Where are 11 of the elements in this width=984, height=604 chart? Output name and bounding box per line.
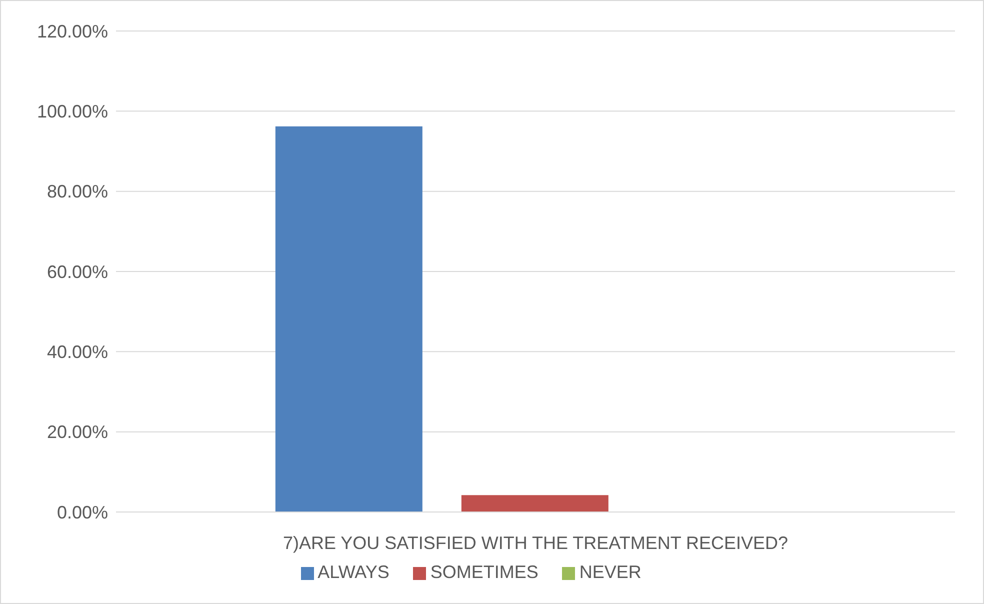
y-tick-label: 40.00% [46, 342, 108, 362]
y-tick-label: 60.00% [46, 262, 108, 282]
y-tick-label: 120.00% [36, 21, 108, 42]
y-tick-label: 0.00% [56, 502, 108, 522]
legend-label: NEVER [579, 562, 642, 582]
legend-label: ALWAYS [318, 562, 390, 582]
y-tick-label: 80.00% [46, 182, 108, 202]
legend-label: SOMETIMES [430, 562, 538, 582]
y-tick-label: 100.00% [36, 102, 108, 122]
x-tick-label: 7)ARE YOU SATISFIED WITH THE TREATMENT RECEIVED? [282, 532, 788, 553]
y-tick-label: 20.00% [46, 422, 108, 442]
